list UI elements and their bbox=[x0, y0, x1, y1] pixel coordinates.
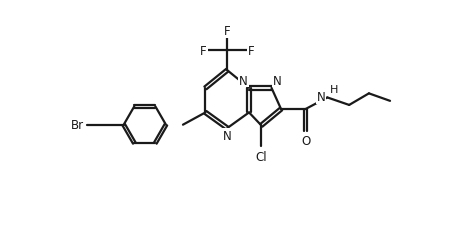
Text: Br: Br bbox=[71, 119, 84, 132]
Text: Cl: Cl bbox=[255, 150, 267, 163]
Text: H: H bbox=[330, 85, 339, 95]
Text: F: F bbox=[248, 45, 255, 58]
Text: O: O bbox=[301, 135, 310, 147]
Text: N: N bbox=[316, 91, 325, 104]
Text: N: N bbox=[223, 129, 231, 142]
Text: F: F bbox=[200, 45, 207, 58]
Text: F: F bbox=[224, 25, 231, 38]
Text: N: N bbox=[273, 74, 282, 87]
Text: N: N bbox=[239, 74, 248, 87]
